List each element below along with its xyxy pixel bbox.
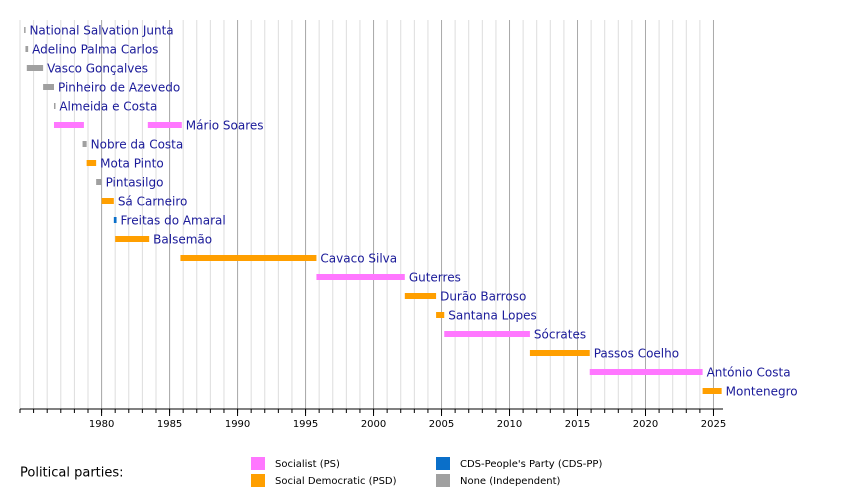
row-label: Cavaco Silva <box>320 252 397 266</box>
term-bar <box>529 350 590 356</box>
term-bar <box>86 160 97 166</box>
legend-label: Socialist (PS) <box>275 459 340 470</box>
x-tick-label: 2000 <box>361 419 386 430</box>
row-label: Montenegro <box>726 385 798 399</box>
legend-label: None (Independent) <box>460 476 561 487</box>
x-tick-label: 2015 <box>565 419 590 430</box>
term-bar <box>101 198 114 204</box>
x-tick-label: 2020 <box>633 419 658 430</box>
row-label: Pintasilgo <box>106 176 164 190</box>
legend-swatch <box>251 474 265 487</box>
x-tick-label: 1995 <box>293 419 318 430</box>
legend-swatch <box>251 457 265 470</box>
term-bar <box>444 331 530 337</box>
term-bar <box>147 122 182 128</box>
x-tick-label: 1990 <box>225 419 250 430</box>
row-label: Sócrates <box>534 328 586 342</box>
x-tick-label: 2005 <box>429 419 454 430</box>
legend-swatch <box>436 474 450 487</box>
legend-label: Social Democratic (PSD) <box>275 476 397 487</box>
row-label: National Salvation Junta <box>29 24 173 38</box>
term-bar <box>316 274 405 280</box>
row-label: Mário Soares <box>186 119 264 133</box>
term-bar <box>96 179 102 185</box>
term-bar <box>702 388 722 394</box>
row-label: Mota Pinto <box>100 157 164 171</box>
x-tick-label: 1985 <box>157 419 182 430</box>
row-label: Nobre da Costa <box>91 138 184 152</box>
term-bar <box>404 293 437 299</box>
term-bar <box>43 84 54 90</box>
term-bar <box>24 27 26 33</box>
legend-title: Political parties: <box>20 466 124 481</box>
row-label: Adelino Palma Carlos <box>32 43 158 57</box>
term-bar <box>26 65 44 71</box>
x-tick-label: 1980 <box>89 419 114 430</box>
row-label: António Costa <box>707 366 791 380</box>
term-bar <box>53 122 84 128</box>
term-bar <box>53 103 56 109</box>
term-bar <box>589 369 703 375</box>
row-label: Guterres <box>409 271 461 285</box>
row-label: Vasco Gonçalves <box>47 62 148 76</box>
term-bar <box>180 255 317 261</box>
row-label: Balsemão <box>153 233 212 247</box>
term-bar <box>82 141 87 147</box>
x-tick-label: 2025 <box>701 419 726 430</box>
row-label: Passos Coelho <box>594 347 679 361</box>
term-bar <box>115 236 150 242</box>
row-label: Sá Carneiro <box>118 195 188 209</box>
term-bar <box>25 46 29 52</box>
term-bar <box>113 217 117 223</box>
legend-label: CDS-People's Party (CDS-PP) <box>460 459 602 470</box>
term-bar <box>436 312 445 318</box>
row-label: Almeida e Costa <box>59 100 157 114</box>
legend-swatch <box>436 457 450 470</box>
x-tick-label: 2010 <box>497 419 522 430</box>
row-label: Durão Barroso <box>440 290 526 304</box>
row-label: Freitas do Amaral <box>121 214 226 228</box>
row-label: Pinheiro de Azevedo <box>58 81 180 95</box>
row-label: Santana Lopes <box>448 309 536 323</box>
